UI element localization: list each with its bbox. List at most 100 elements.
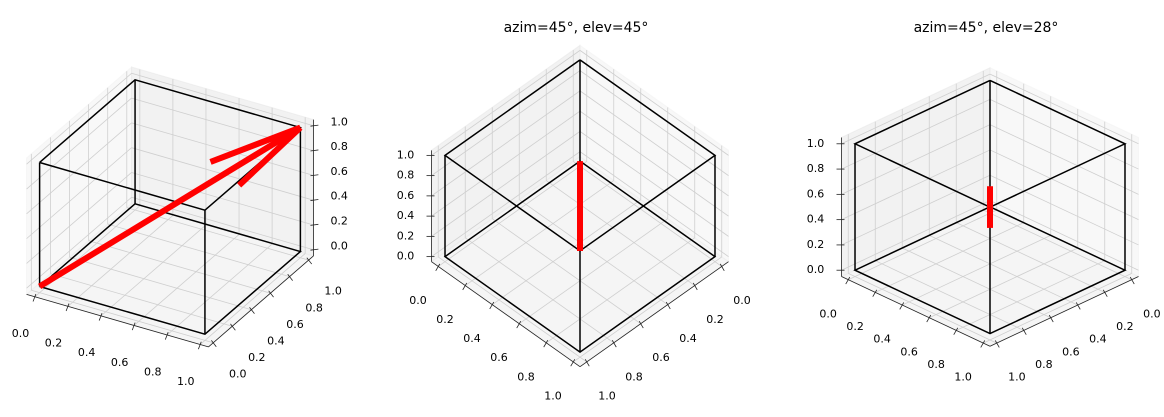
tick-label: 1.0 [1008,371,1026,384]
tick-label: 0.4 [78,346,96,359]
tick-mark [953,327,959,335]
tick-mark [516,320,522,329]
tick-label: 1.0 [177,375,195,388]
tick-mark [872,289,878,297]
grid-line [431,110,581,217]
grid-line [100,224,207,317]
axis-line [208,255,314,348]
axis-line [841,276,991,347]
grid-line [67,215,174,307]
tick-label: 0.8 [1035,358,1053,371]
tick-label: 0.0 [1143,307,1161,320]
tick-label: 0.2 [807,238,825,251]
tick-mark [1021,327,1027,335]
tick-label: 1.0 [598,389,616,402]
grid-line [875,222,1024,293]
axis-line [26,294,209,348]
tick-label: 0.4 [267,334,285,347]
tick-mark [310,223,319,226]
tick-mark [32,293,37,302]
arrow-head [209,124,302,165]
grid-line [199,253,306,345]
axis-line [431,261,581,368]
tick-mark [310,124,319,127]
tick-mark [197,341,202,350]
tick-label: 0.4 [330,190,348,203]
tick-mark [719,263,725,271]
tick-label: 0.0 [330,239,348,252]
grid-line [431,151,581,257]
tick-label: 0.8 [927,358,945,371]
tick-mark [310,149,319,152]
tick-label: 0.2 [846,320,864,333]
tick-label: 0.2 [436,313,454,326]
grid-line [26,147,132,239]
tick-label: 0.0 [397,250,415,263]
tick-label: 0.4 [397,209,415,222]
grid-line [983,209,1132,281]
tick-label: 0.0 [409,294,427,307]
grid-line [431,131,581,237]
tick-mark [287,274,293,281]
grid-line [841,200,991,271]
tick-mark [692,282,698,291]
grid-line [989,200,1139,271]
tick-label: 0.6 [807,187,825,200]
tick-mark [489,301,495,310]
arrow-shaft [38,124,302,290]
grid-line [579,90,729,197]
grid-line [26,72,132,165]
tick-label: 0.4 [1089,333,1107,346]
grid-line [492,199,641,305]
tick-label: 1.0 [397,148,415,161]
grid-line [166,243,273,336]
tick-label: 0.2 [397,229,415,242]
grid-line [131,172,314,226]
tick-label: 0.0 [229,367,247,380]
tick-mark [638,320,644,329]
tick-mark [926,314,932,323]
tick-label: 0.6 [330,165,348,178]
tick-mark [306,257,313,265]
tick-mark [230,323,236,331]
tick-label: 0.8 [305,301,323,314]
tick-label: 0.4 [463,332,481,345]
grid-line [465,237,614,344]
tick-label: 0.8 [517,370,535,383]
tick-mark [665,301,671,310]
tick-label: 0.2 [1116,320,1134,333]
axis-line [579,261,729,368]
tick-mark [1129,276,1135,285]
grid-line [546,237,695,344]
tick-mark [584,359,590,367]
tick-mark [899,302,905,310]
tick-label: 1.0 [544,389,562,402]
tick-mark [845,276,851,285]
tick-mark [1048,314,1054,323]
grid-line [131,72,314,127]
tick-mark [249,307,255,314]
grid-line [431,70,581,176]
tick-label: 1.0 [330,115,348,128]
tick-mark [310,248,319,251]
grid-line [492,218,641,325]
grid-line [989,124,1139,195]
grid-line [573,161,722,267]
grid-line [989,174,1139,246]
tick-mark [543,340,549,348]
tick-mark [310,199,319,201]
tick-mark [611,340,617,348]
grid-line [438,256,587,363]
tick-label: 0.0 [733,294,751,307]
grid-line [88,240,271,294]
tick-mark [310,174,319,177]
tick-label: 1.0 [954,371,972,384]
grid-line [929,234,1078,306]
tick-mark [435,263,441,271]
grid-line [50,273,233,327]
chart-title: azim=45°, elev=45° [504,20,649,36]
grid-line [26,122,132,215]
tick-mark [211,340,217,347]
tick-mark [462,282,468,291]
